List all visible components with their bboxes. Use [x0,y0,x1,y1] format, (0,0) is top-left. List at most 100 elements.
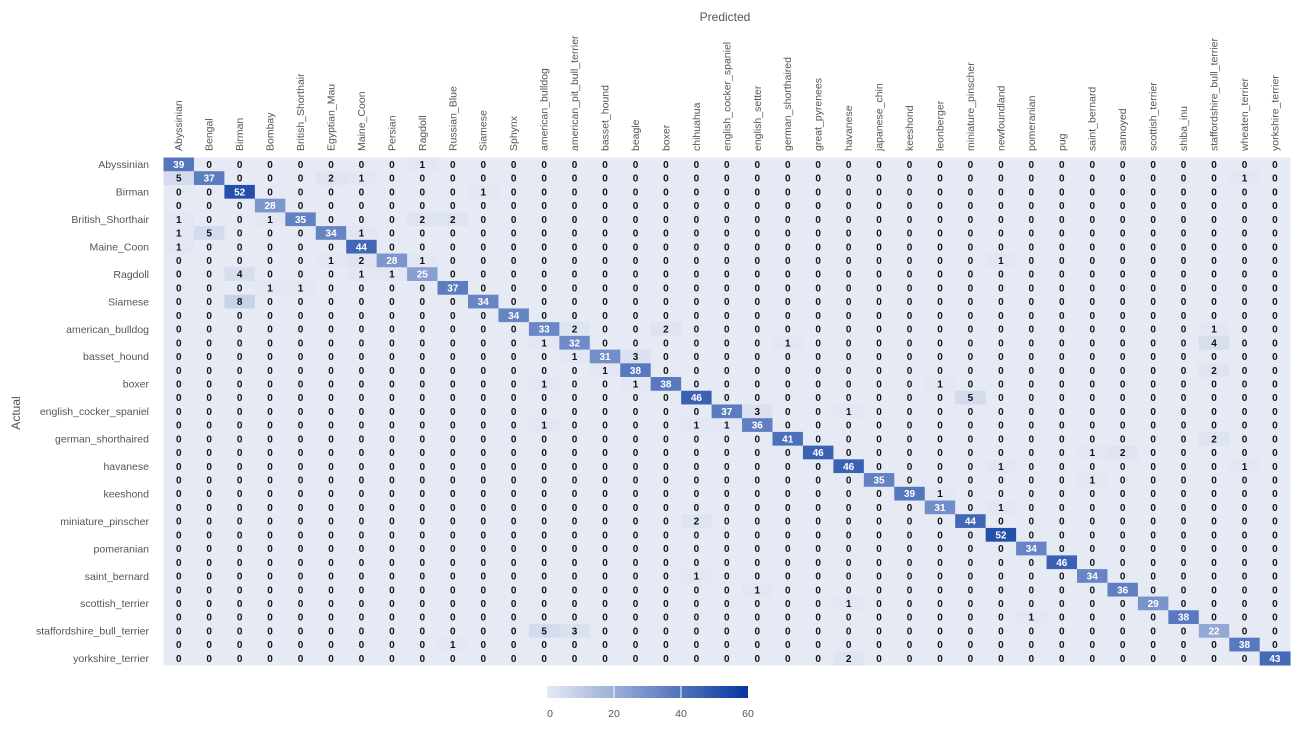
heatmap-cell [437,541,469,556]
heatmap-cell [1046,390,1078,405]
cell-value-label: 0 [1059,476,1065,487]
heatmap-cell [863,445,895,460]
heatmap-cell [1016,514,1047,529]
cell-value-label: 0 [876,407,882,418]
heatmap-cell [589,527,621,543]
heatmap-cell [1198,390,1230,405]
cell-value-label: 0 [176,311,182,322]
heatmap-cell [894,651,926,666]
cell-value-label: 0 [1150,462,1156,473]
cell-value-label: 0 [420,448,426,459]
cell-value-label: 1 [846,407,852,418]
heatmap-cell [681,404,712,419]
cell-value-label: 0 [206,297,212,308]
cell-value-label: 0 [206,585,212,596]
heatmap-cell [498,555,530,570]
heatmap-cell [224,390,256,405]
heatmap-cell [193,569,225,584]
cell-value-label: 0 [968,585,974,596]
cell-value-label: 0 [663,256,669,267]
heatmap-cell [498,390,530,405]
heatmap-cell [1168,514,1200,529]
cell-value-label: 0 [176,585,182,596]
cell-value-label: 0 [176,517,182,528]
x-tick-label: Maine_Coon [356,91,368,151]
heatmap-cell [985,500,1017,515]
cell-value-label: 0 [541,448,547,459]
cell-value-label: 0 [572,201,578,212]
heatmap-cell [437,651,469,666]
cell-value-label: 0 [1120,421,1126,432]
heatmap-cell [833,445,865,460]
heatmap-cell [193,514,225,529]
heatmap-cell [468,431,499,447]
heatmap-cell [437,582,469,597]
cell-value-label: 0 [1211,476,1217,487]
heatmap-cell [1077,267,1108,282]
cell-value-label: 0 [572,270,578,281]
cell-value-label: 0 [480,242,486,253]
heatmap-cell [254,280,286,296]
heatmap-cell [620,610,652,625]
cell-value-label: 0 [1150,229,1156,240]
cell-value-label: 0 [298,585,304,596]
heatmap-cell [285,253,317,268]
heatmap-cell [924,294,956,309]
cell-value-label: 0 [633,407,639,418]
cell-value-label: 0 [754,297,760,308]
cell-value-label: 0 [694,544,700,555]
cell-value-label: 34 [325,229,337,240]
heatmap-cell [894,322,926,337]
cell-value-label: 0 [724,338,730,349]
heatmap-cell [955,184,987,200]
heatmap-cell [742,226,773,241]
heatmap-cell [163,349,195,364]
cell-value-label: 0 [450,407,456,418]
x-tick-label: american_bulldog [539,68,551,151]
heatmap-cell [955,198,987,213]
heatmap-cell [1198,212,1230,227]
cell-value-label: 0 [724,311,730,322]
cell-value-label: 0 [1242,599,1248,610]
cell-value-label: 0 [1059,572,1065,583]
heatmap-cell [559,418,591,433]
x-tick-label: Egyptian_Mau [325,84,337,151]
x-tick-label: english_cocker_spaniel [721,42,733,151]
cell-value-label: 0 [1211,229,1217,240]
cell-value-label: 0 [480,256,486,267]
cell-value-label: 0 [876,242,882,253]
heatmap-cell [1077,212,1108,227]
cell-value-label: 0 [389,626,395,637]
heatmap-cell [224,294,256,309]
heatmap-cell [985,335,1017,350]
cell-value-label: 0 [785,379,791,390]
cell-value-label: 0 [389,174,395,185]
cell-value-label: 0 [1150,530,1156,541]
cell-value-label: 0 [937,174,943,185]
cell-value-label: 0 [420,366,426,377]
cell-value-label: 28 [265,201,277,212]
cell-value-label: 0 [998,626,1004,637]
heatmap-cell [376,486,408,501]
cell-value-label: 0 [876,352,882,363]
heatmap-cell [650,335,682,350]
cell-value-label: 0 [785,517,791,528]
cell-value-label: 4 [237,270,243,281]
heatmap-cell [589,596,621,611]
heatmap-cell [1107,527,1139,543]
cell-value-label: 0 [1029,338,1035,349]
heatmap-cell [589,267,621,282]
heatmap-cell [589,363,621,378]
cell-value-label: 0 [633,585,639,596]
heatmap-cell [924,335,956,350]
heatmap-cell [742,308,773,323]
cell-value-label: 0 [754,462,760,473]
cell-value-label: 46 [813,448,825,459]
heatmap-cell [285,445,317,460]
heatmap-cell [407,404,438,419]
cell-value-label: 0 [968,640,974,651]
heatmap-cell [772,198,804,213]
heatmap-cell [254,569,286,584]
cell-value-label: 0 [694,462,700,473]
cell-value-label: 0 [937,613,943,624]
